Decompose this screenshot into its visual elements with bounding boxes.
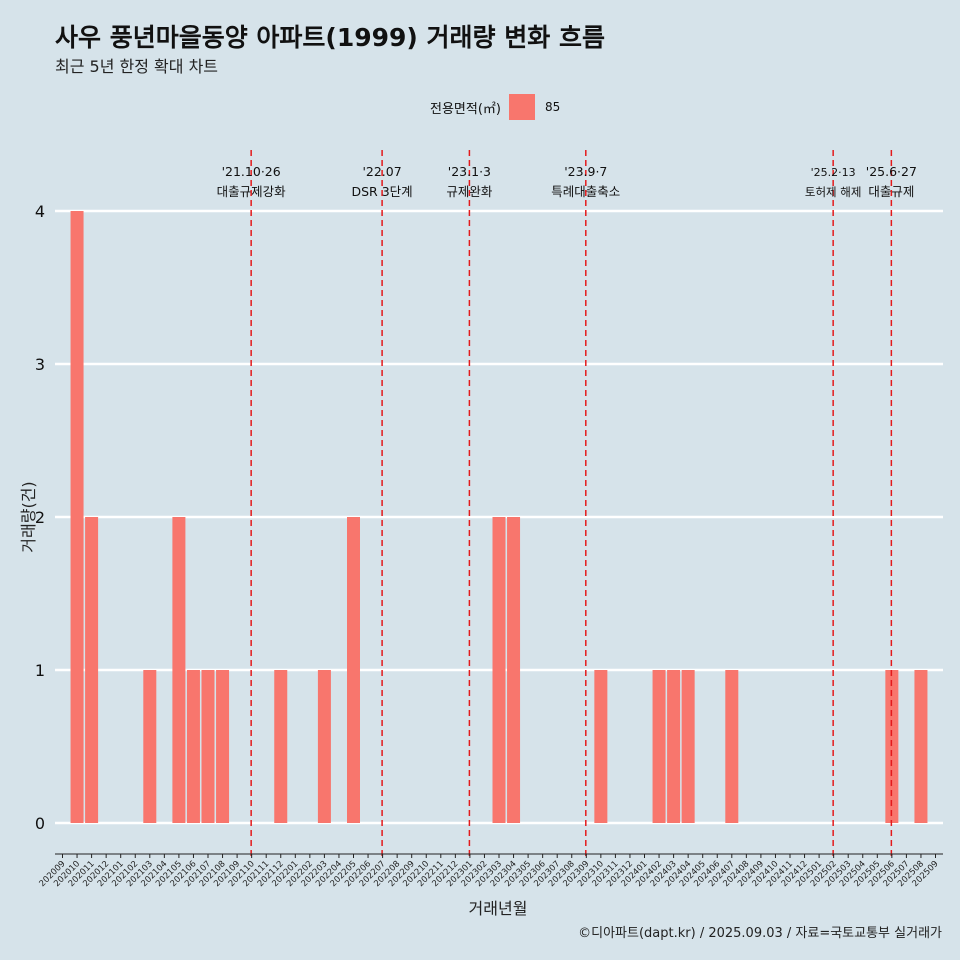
event-label: 대출규제: [868, 184, 914, 199]
y-tick-label: 4: [35, 202, 45, 221]
bar: [681, 670, 695, 823]
legend-title: 전용면적(㎡): [430, 101, 501, 117]
bar: [216, 670, 230, 823]
y-tick-label: 3: [35, 355, 45, 374]
event-date: '22.07: [362, 164, 401, 179]
y-tick-label: 2: [35, 508, 45, 527]
bar: [317, 670, 331, 823]
event-date: '23.1·3: [448, 164, 491, 179]
event-label: DSR 3단계: [352, 184, 413, 199]
event-date: '25.2·13: [811, 166, 856, 179]
bar: [172, 517, 186, 823]
bar: [274, 670, 288, 823]
axes: 0123420200920201020201120201220210120210…: [35, 202, 943, 889]
bar: [725, 670, 739, 823]
event-markers: '21.10·26 대출규제강화 '22.07 DSR 3단계 '23.1·3 규제완화 '…: [217, 150, 917, 856]
event-label: 대출규제강화: [217, 184, 287, 199]
y-axis-title: 거래량(건): [19, 481, 38, 552]
y-tick-label: 0: [35, 814, 45, 833]
x-axis-title: 거래년월: [469, 899, 528, 918]
legend-label: 85: [544, 100, 561, 114]
bar: [507, 517, 521, 823]
event-label: 특례대출축소: [551, 184, 620, 199]
event-date: '23.9·7: [564, 164, 607, 179]
bar: [652, 670, 666, 823]
event-date: '21.10·26: [222, 164, 281, 179]
bar: [885, 670, 899, 823]
chart-subtitle: 최근 5년 한정 확대 차트: [55, 57, 219, 76]
chart-title: 사우 풍년마을동양 아파트(1999) 거래량 변화 흐름: [55, 23, 605, 52]
bar: [492, 517, 506, 823]
event-label: 규제완화: [446, 184, 493, 199]
bar: [85, 517, 99, 823]
bar: [201, 670, 215, 823]
bar: [667, 670, 681, 823]
bar: [70, 211, 84, 823]
y-tick-label: 1: [35, 661, 45, 680]
legend: 전용면적(㎡) 85: [430, 93, 560, 121]
bar: [143, 670, 157, 823]
event-date: '25.6·27: [866, 164, 917, 179]
bar: [347, 517, 360, 823]
legend-swatch: [508, 94, 535, 120]
bar: [186, 670, 200, 823]
bar: [594, 670, 608, 823]
bar: [914, 670, 928, 823]
source-caption: ©디아파트(dapt.kr) / 2025.09.03 / 자료=국토교통부 실…: [578, 926, 942, 941]
bars: [70, 211, 928, 823]
event-label: 토허제 해제: [805, 185, 862, 199]
